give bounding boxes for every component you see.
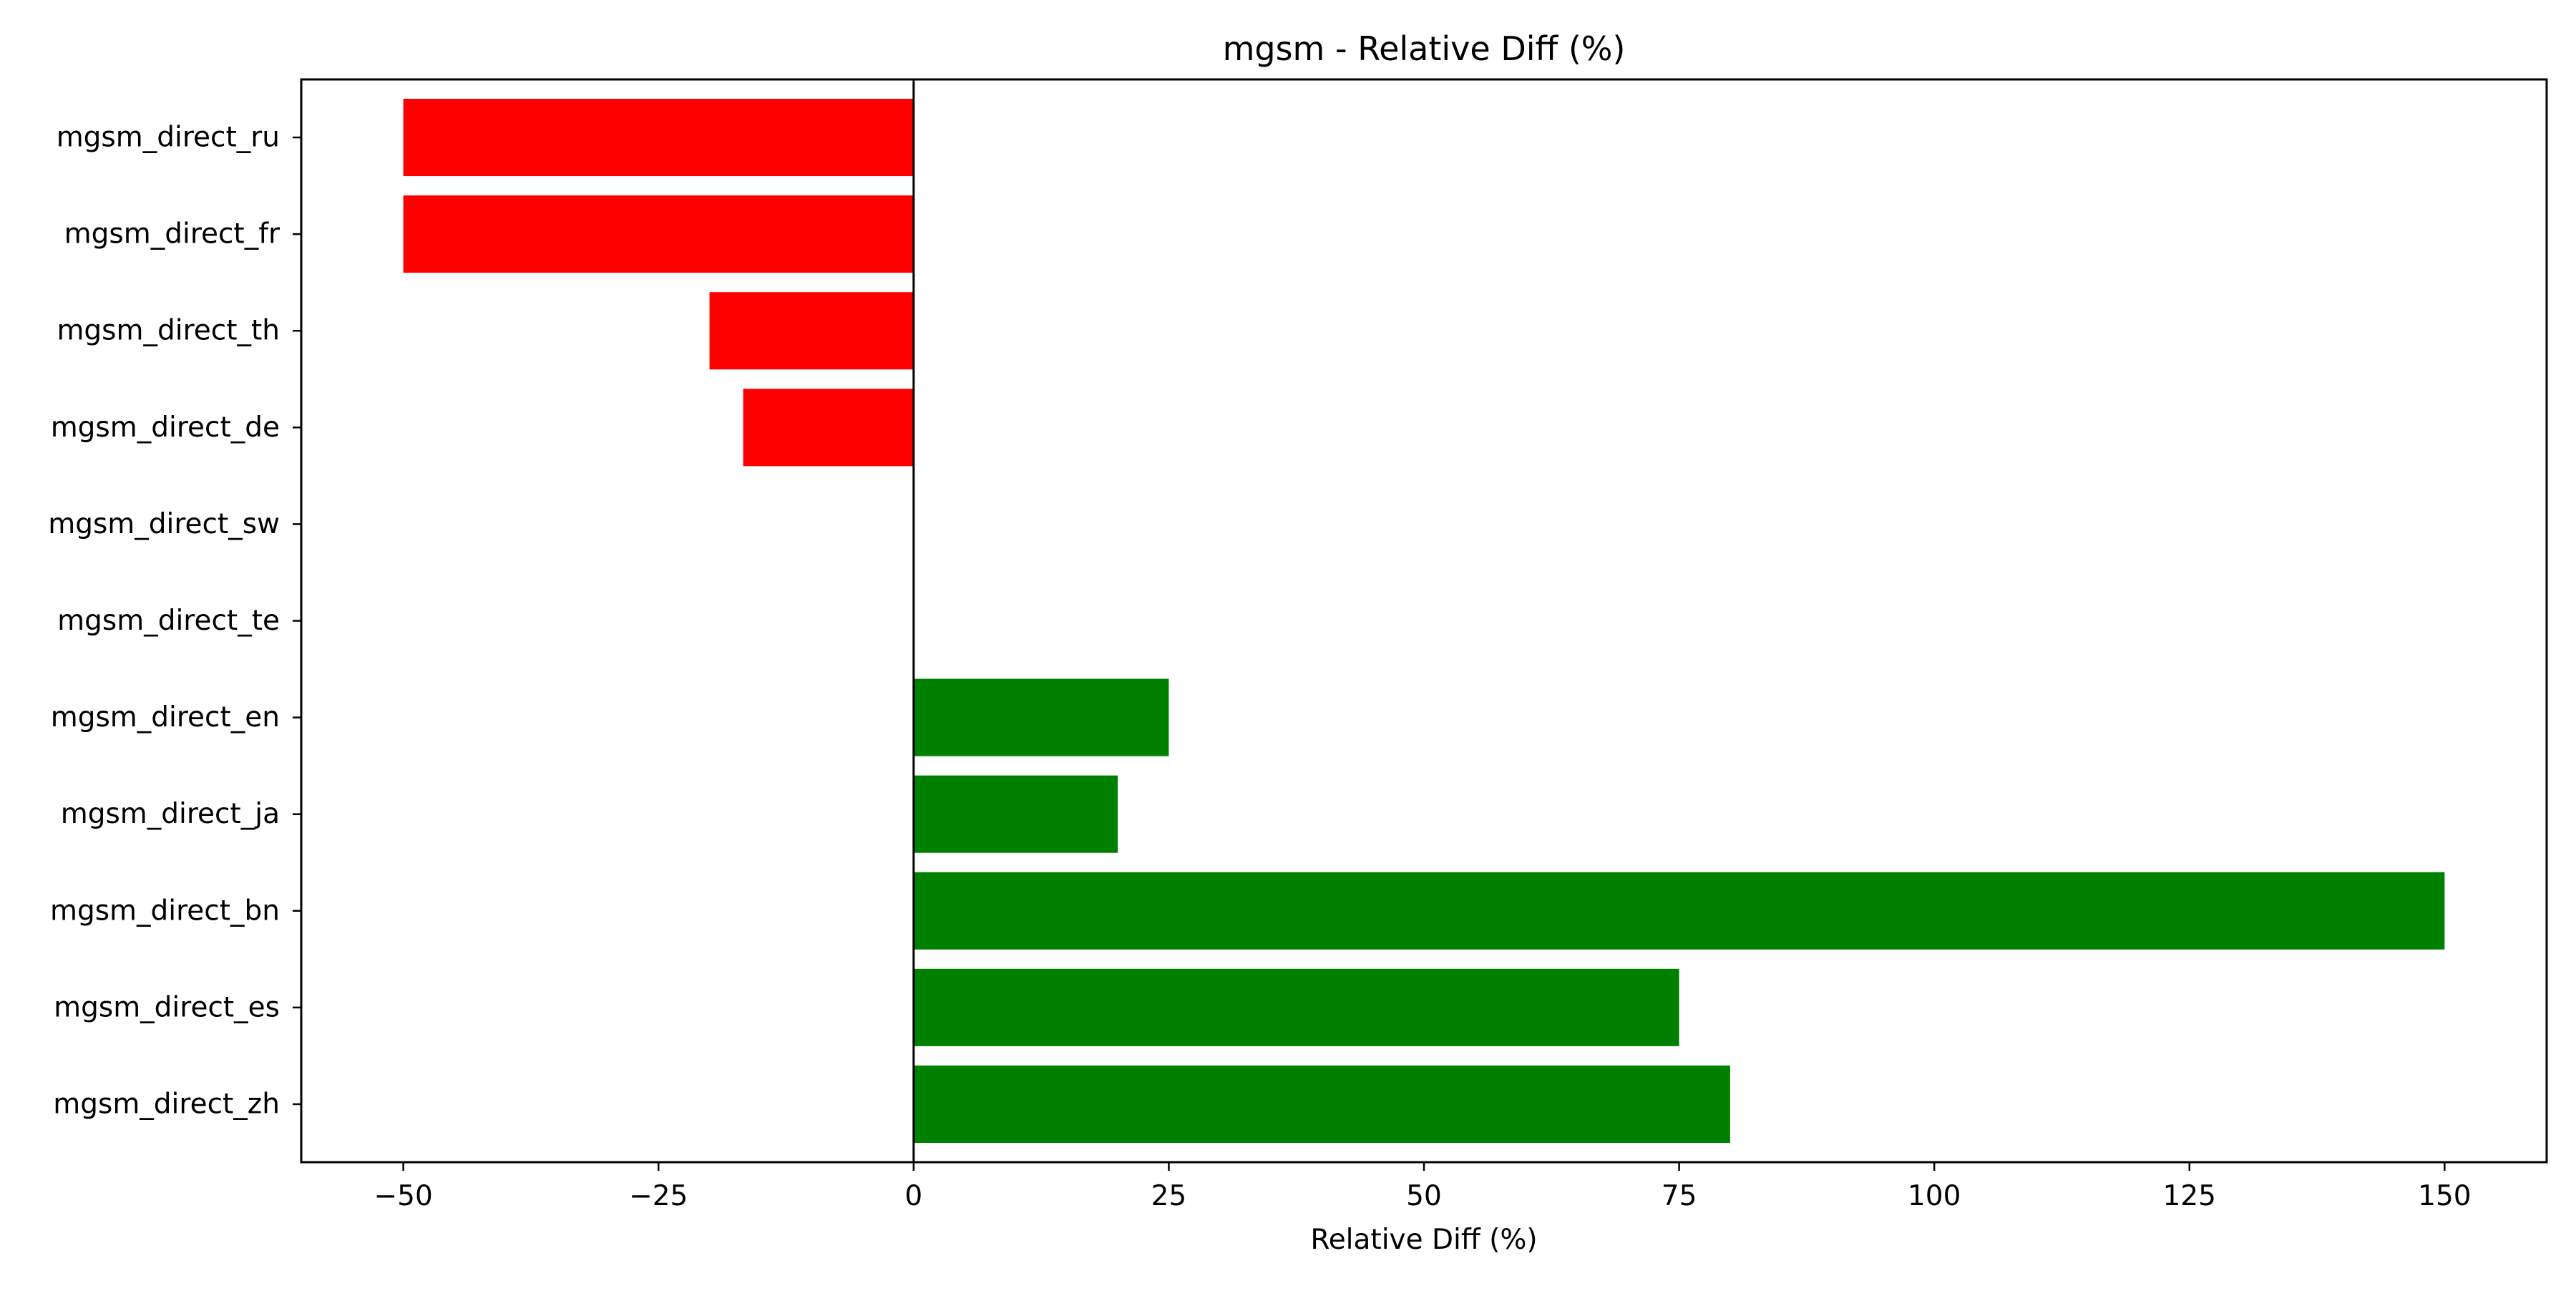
bar-mgsm_direct_de: [743, 389, 914, 467]
y-tick-label: mgsm_direct_te: [57, 605, 280, 637]
y-tick-label: mgsm_direct_bn: [50, 895, 280, 927]
bar-mgsm_direct_th: [709, 292, 914, 370]
y-axis: mgsm_direct_ru mgsm_direct_fr mgsm_direct_…: [48, 122, 301, 1120]
x-axis: −50 −25 0 25 50 75 100 125 150: [374, 1162, 2472, 1212]
bar-mgsm_direct_es: [913, 968, 1679, 1046]
y-tick-label: mgsm_direct_zh: [53, 1088, 280, 1120]
y-tick-label: mgsm_direct_th: [57, 315, 280, 347]
x-axis-label: Relative Diff (%): [1310, 1224, 1537, 1256]
y-tick-label: mgsm_direct_en: [51, 701, 280, 734]
bar-mgsm_direct_bn: [913, 872, 2445, 950]
x-tick-label: 0: [904, 1180, 922, 1212]
chart-title: mgsm - Relative Diff (%): [1223, 29, 1626, 68]
bar-mgsm_direct_ja: [913, 775, 1118, 853]
x-tick-label: 125: [2163, 1180, 2216, 1212]
y-tick-label: mgsm_direct_fr: [64, 218, 280, 250]
y-tick-label: mgsm_direct_ja: [61, 798, 280, 830]
bars-layer: [403, 99, 2445, 1143]
x-tick-label: 50: [1406, 1180, 1442, 1212]
bar-mgsm_direct_ru: [403, 99, 914, 177]
x-tick-label: −25: [629, 1180, 688, 1212]
bar-mgsm_direct_fr: [403, 195, 914, 273]
bar-mgsm_direct_en: [913, 678, 1169, 756]
x-tick-label: 150: [2418, 1180, 2471, 1212]
x-tick-label: 25: [1151, 1180, 1187, 1212]
x-tick-label: −50: [374, 1180, 432, 1212]
y-tick-label: mgsm_direct_es: [54, 991, 280, 1023]
x-tick-label: 100: [1908, 1180, 1961, 1212]
y-tick-label: mgsm_direct_de: [51, 411, 280, 444]
y-tick-label: mgsm_direct_ru: [57, 122, 280, 154]
bar-mgsm_direct_zh: [913, 1065, 1730, 1143]
y-tick-label: mgsm_direct_sw: [48, 508, 280, 540]
x-tick-label: 75: [1662, 1180, 1697, 1212]
